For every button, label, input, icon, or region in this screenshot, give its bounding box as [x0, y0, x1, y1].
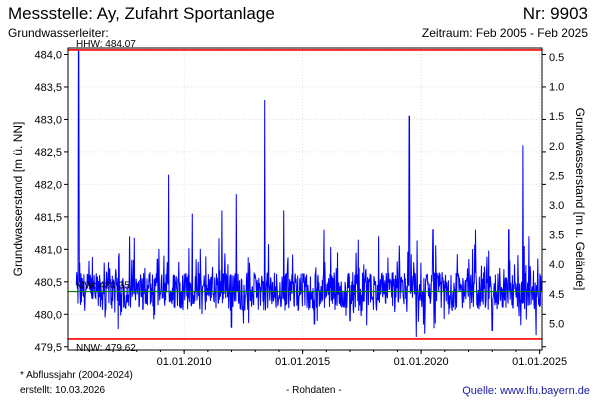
source-link[interactable]: Quelle: www.lfu.bayern.de — [462, 385, 590, 397]
series-layer — [75, 50, 543, 338]
y-tick-label-right: 0.5 — [549, 52, 564, 64]
y-tick-label-right: 1.0 — [549, 82, 564, 94]
y-tick-label-right: 2.5 — [549, 170, 564, 182]
x-tick-label: 01.01.2010 — [157, 356, 212, 368]
y-tick-label: 481,5 — [34, 212, 62, 224]
ref-label-bg-nnw — [72, 340, 142, 352]
ref-label-nnw: NNW: 479.62 — [76, 343, 136, 354]
ref-label-bg-hhw — [72, 37, 142, 49]
y-tick-label: 483,5 — [34, 82, 62, 94]
y-tick-label-right: 3.5 — [549, 230, 564, 242]
y-tick-label-right: 2.0 — [549, 141, 564, 153]
footnote-abflussjahr: * Abflussjahr (2004-2024) — [20, 370, 133, 381]
ref-label-hhw: HHW: 484.07 — [76, 39, 136, 50]
y-axis-label-right: Grundwasserstand [m u. Gelände] — [573, 108, 587, 291]
aquifer-label: Grundwasserleiter: — [8, 26, 109, 40]
station-title: Messstelle: Ay, Zufahrt Sportanlage — [8, 4, 275, 23]
period-label: Zeitraum: Feb 2005 - Feb 2025 — [421, 26, 588, 40]
y-tick-label: 482,5 — [34, 147, 62, 159]
y-tick-label: 483,0 — [34, 114, 62, 126]
y-tick-label-right: 1.5 — [549, 111, 564, 123]
y-tick-label: 481,0 — [34, 244, 62, 256]
y-tick-label-right: 3.0 — [549, 200, 564, 212]
y-tick-label: 480,5 — [34, 277, 62, 289]
created-date: erstellt: 10.03.2026 — [20, 385, 106, 396]
y-axis-label-left: Grundwasserstand [m ü. NN] — [11, 122, 25, 277]
y-tick-label: 482,0 — [34, 179, 62, 191]
reference-lines: HHW: 484.07 MW: 480.35 NNW: 479.62 — [68, 37, 542, 354]
x-tick-label: 01.01.2015 — [275, 356, 330, 368]
y-tick-label: 479,5 — [34, 342, 62, 354]
y-tick-label-right: 4.5 — [549, 289, 564, 301]
series-line — [75, 50, 543, 338]
x-tick-label: 01.01.2025 — [512, 356, 567, 368]
y-tick-label-right: 4.0 — [549, 259, 564, 271]
station-number: Nr: 9903 — [522, 4, 588, 23]
y-tick-label-right: 5.0 — [549, 318, 564, 330]
x-tick-label: 01.01.2020 — [394, 356, 449, 368]
ref-label-mw: MW: 480.35 — [76, 281, 130, 292]
data-type-label: - Rohdaten - — [286, 385, 342, 396]
plot-frame — [67, 47, 543, 351]
y-tick-label: 480,0 — [34, 309, 62, 321]
axis-layer: 479,5 480,0 480,5 481,0 481,5 482,0 482,5 483,0… — [34, 49, 567, 368]
y-tick-label: 484,0 — [34, 49, 62, 61]
